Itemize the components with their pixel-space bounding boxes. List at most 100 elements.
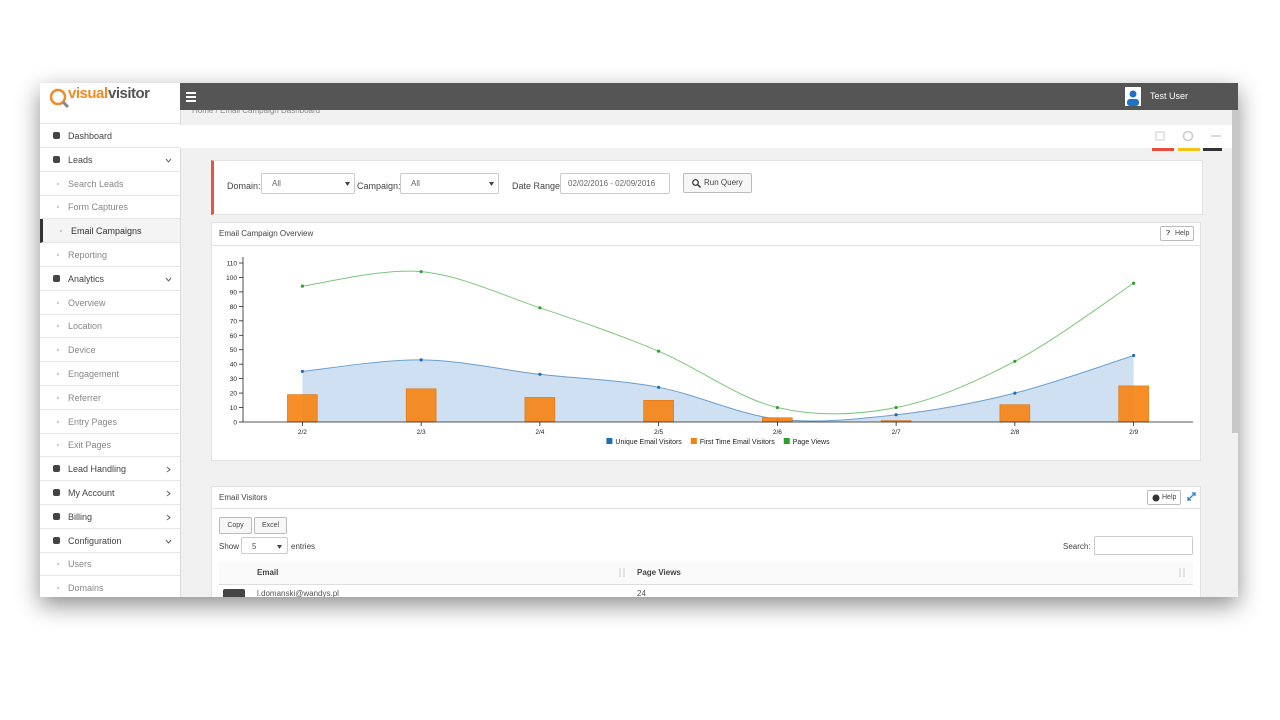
bar	[643, 400, 674, 423]
length-select[interactable]: 5	[241, 537, 288, 554]
icon-shape	[53, 132, 60, 139]
bullet	[56, 372, 60, 376]
menu-icon	[53, 155, 60, 163]
bullet-dot	[56, 206, 60, 209]
submenu-label: Exit Pages	[68, 440, 112, 451]
submenu-label: Referrer	[68, 392, 102, 403]
menu-toggle[interactable]	[186, 92, 198, 102]
button-label: Run Query	[704, 178, 743, 187]
menu-icon	[53, 512, 60, 520]
submenu-item[interactable]: Domains	[40, 576, 180, 597]
table-button[interactable]: Excel	[254, 517, 287, 534]
domain-select[interactable]: All	[261, 173, 355, 194]
logo-text: visitor	[108, 85, 150, 102]
icon-shape	[53, 274, 60, 282]
chart: 0 10 20 30 40 50 60 70 80 90 100 110 2/2 2/3 2/4 2/5 2/6…	[226, 257, 1193, 446]
icon-shape	[53, 536, 60, 544]
row-toggle[interactable]	[223, 589, 245, 597]
help-button[interactable]: Help	[1147, 490, 1181, 505]
submenu-label: Overview	[68, 297, 106, 308]
menu-icon	[53, 489, 60, 496]
y-tick-label: 30	[230, 376, 238, 383]
y-tick-label: 110	[227, 261, 238, 268]
bar	[405, 388, 437, 423]
panel-title: Email Visitors	[219, 493, 268, 502]
caret	[277, 545, 282, 549]
submenu-item[interactable]: Entry Pages	[40, 410, 180, 434]
breadcrumb-link[interactable]: Home	[192, 106, 214, 115]
menu-item[interactable]: My Account	[40, 481, 180, 505]
button-label: Help	[1162, 494, 1177, 501]
point	[538, 372, 542, 376]
chevron	[165, 158, 172, 163]
legend-swatch	[783, 438, 790, 444]
chevron-shape	[166, 490, 171, 497]
chevron	[165, 539, 172, 544]
user-avatar[interactable]	[1125, 87, 1141, 106]
submenu-label: Reporting	[68, 250, 108, 260]
menu-item[interactable]: Leads	[40, 148, 180, 172]
menu-item[interactable]: Configuration	[40, 529, 180, 553]
button-label: Copy	[227, 522, 244, 529]
menu-icon	[53, 274, 60, 282]
menu-item[interactable]: Lead Handling	[40, 457, 180, 482]
button-label: ❓︎	[1166, 230, 1171, 237]
app-window: visual visitor Dashboard Leads Search Lead…	[40, 83, 1238, 597]
point	[1013, 359, 1017, 363]
bullet	[56, 325, 60, 328]
breadcrumb-separator: /	[215, 106, 218, 115]
help-button[interactable]: ❓︎ Help	[1160, 226, 1194, 241]
sort-icon	[619, 568, 625, 577]
y-tick-label: 70	[230, 318, 238, 325]
point	[1132, 353, 1136, 358]
submenu-label: Form Captures	[68, 202, 129, 213]
scrollbar[interactable]	[1232, 83, 1238, 433]
logo-icon	[49, 88, 70, 109]
filter-label: Domain:	[227, 181, 261, 191]
toolbar-icons[interactable]	[1152, 129, 1222, 151]
table-row: l.domanski@wandys.pl 24	[219, 585, 1193, 597]
bullet	[56, 444, 60, 447]
submenu-item[interactable]: Reporting	[40, 243, 180, 267]
menu-label: Leads	[68, 154, 93, 165]
submenu-item[interactable]: Users	[40, 552, 180, 577]
x-tick-label: 2/9	[1129, 429, 1138, 436]
menu-label: My Account	[68, 488, 115, 498]
logo-text: visual	[68, 85, 108, 102]
bullet-dot	[56, 372, 60, 376]
date-range-input[interactable]: 02/02/2016 - 02/09/2016	[560, 173, 670, 194]
submenu-item[interactable]: Device	[40, 338, 180, 363]
menu-item[interactable]: Dashboard	[40, 124, 180, 148]
submenu-item[interactable]: Overview	[40, 291, 180, 315]
user-name[interactable]: Test User	[1150, 91, 1189, 101]
table-header: Email Page Views	[219, 562, 1193, 585]
bullet-dot	[56, 182, 60, 185]
column-header[interactable]: Page Views	[637, 568, 681, 577]
sort-shape	[619, 568, 625, 577]
bullet-dot	[56, 444, 60, 447]
legend-label: First Time Email Visitors	[700, 439, 775, 446]
length-label: Show	[219, 542, 240, 551]
submenu-item[interactable]: Email Campaigns	[40, 219, 180, 244]
menu-item[interactable]: Analytics	[40, 267, 180, 291]
submenu-item[interactable]: Engagement	[40, 362, 180, 386]
menu-item[interactable]: Billing	[40, 505, 180, 529]
column-header[interactable]: Email	[257, 568, 279, 577]
submenu-item[interactable]: Exit Pages	[40, 433, 180, 458]
run-query-button[interactable]: Run Query	[683, 173, 752, 193]
search-input[interactable]	[1094, 536, 1193, 555]
campaign-select[interactable]: All	[400, 173, 499, 194]
submenu-item[interactable]: Referrer	[40, 386, 180, 410]
submenu-item[interactable]: Location	[40, 314, 180, 339]
table-button[interactable]: Copy	[219, 517, 252, 534]
submenu-item[interactable]: Form Captures	[40, 195, 180, 220]
x-tick-label: 2/7	[892, 429, 901, 436]
menu-label: Dashboard	[68, 131, 113, 141]
select-value: 5	[252, 542, 257, 551]
submenu-item[interactable]: Search Leads	[40, 172, 180, 196]
expand-icon[interactable]	[1187, 492, 1196, 501]
visitors-panel: Email Visitors Help Show 5 entries Searc…	[211, 486, 1201, 597]
area-fill	[302, 355, 1134, 422]
point	[419, 358, 423, 362]
select-value: All	[272, 179, 281, 188]
